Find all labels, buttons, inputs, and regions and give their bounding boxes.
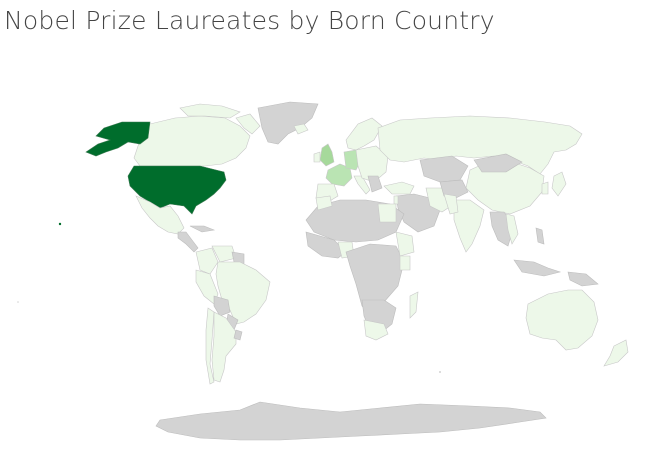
country-canada-islands <box>179 103 241 119</box>
country-uruguay <box>233 329 243 341</box>
country-scandinavia[interactable] <box>345 117 383 151</box>
country-australia[interactable] <box>525 289 599 351</box>
country-kenya[interactable] <box>399 255 411 271</box>
country-colombia[interactable] <box>195 247 219 275</box>
country-uk[interactable] <box>319 143 335 167</box>
country-new-guinea <box>567 271 599 287</box>
country-balkans <box>367 175 383 193</box>
country-chile[interactable] <box>205 307 215 385</box>
country-west-africa <box>305 231 347 259</box>
country-egypt[interactable] <box>377 203 397 223</box>
country-usa-alaska[interactable] <box>85 121 151 157</box>
island-hawaii <box>58 222 62 226</box>
country-bolivia <box>213 295 231 317</box>
chart-title: Nobel Prize Laureates by Born Country <box>4 6 495 35</box>
country-morocco[interactable] <box>315 195 333 211</box>
country-korea[interactable] <box>541 181 549 195</box>
country-ethiopia[interactable] <box>395 231 415 257</box>
country-turkey[interactable] <box>383 181 415 195</box>
country-greenland[interactable] <box>257 101 319 145</box>
country-israel[interactable] <box>393 195 399 205</box>
country-new-zealand[interactable] <box>603 339 629 367</box>
country-madagascar[interactable] <box>409 291 419 319</box>
country-japan[interactable] <box>551 171 567 197</box>
country-mexico[interactable] <box>135 195 185 235</box>
country-canada-baffin <box>235 113 261 135</box>
country-pakistan[interactable] <box>443 193 459 215</box>
country-vietnam[interactable] <box>505 213 519 245</box>
country-france[interactable] <box>325 163 353 187</box>
island-atlantic <box>17 301 19 303</box>
country-antarctica <box>155 401 547 441</box>
country-central-asia <box>439 179 469 199</box>
country-mongolia <box>473 153 523 173</box>
country-indonesia <box>513 259 562 277</box>
country-russia[interactable] <box>377 115 583 175</box>
country-brazil[interactable] <box>215 261 271 325</box>
country-philippines <box>535 227 545 245</box>
country-usa[interactable] <box>127 165 227 215</box>
island-pacific <box>439 371 441 373</box>
country-iceland[interactable] <box>293 123 309 135</box>
country-ireland[interactable] <box>313 151 321 163</box>
country-cuba <box>189 225 216 233</box>
country-central-america <box>177 231 199 253</box>
country-eastern-europe[interactable] <box>355 145 389 183</box>
country-kazakhstan <box>419 155 469 183</box>
country-south-africa[interactable] <box>363 319 389 341</box>
country-italy[interactable] <box>353 175 371 195</box>
country-argentina[interactable] <box>211 311 237 383</box>
country-india[interactable] <box>453 199 485 253</box>
country-canada[interactable] <box>133 115 251 167</box>
